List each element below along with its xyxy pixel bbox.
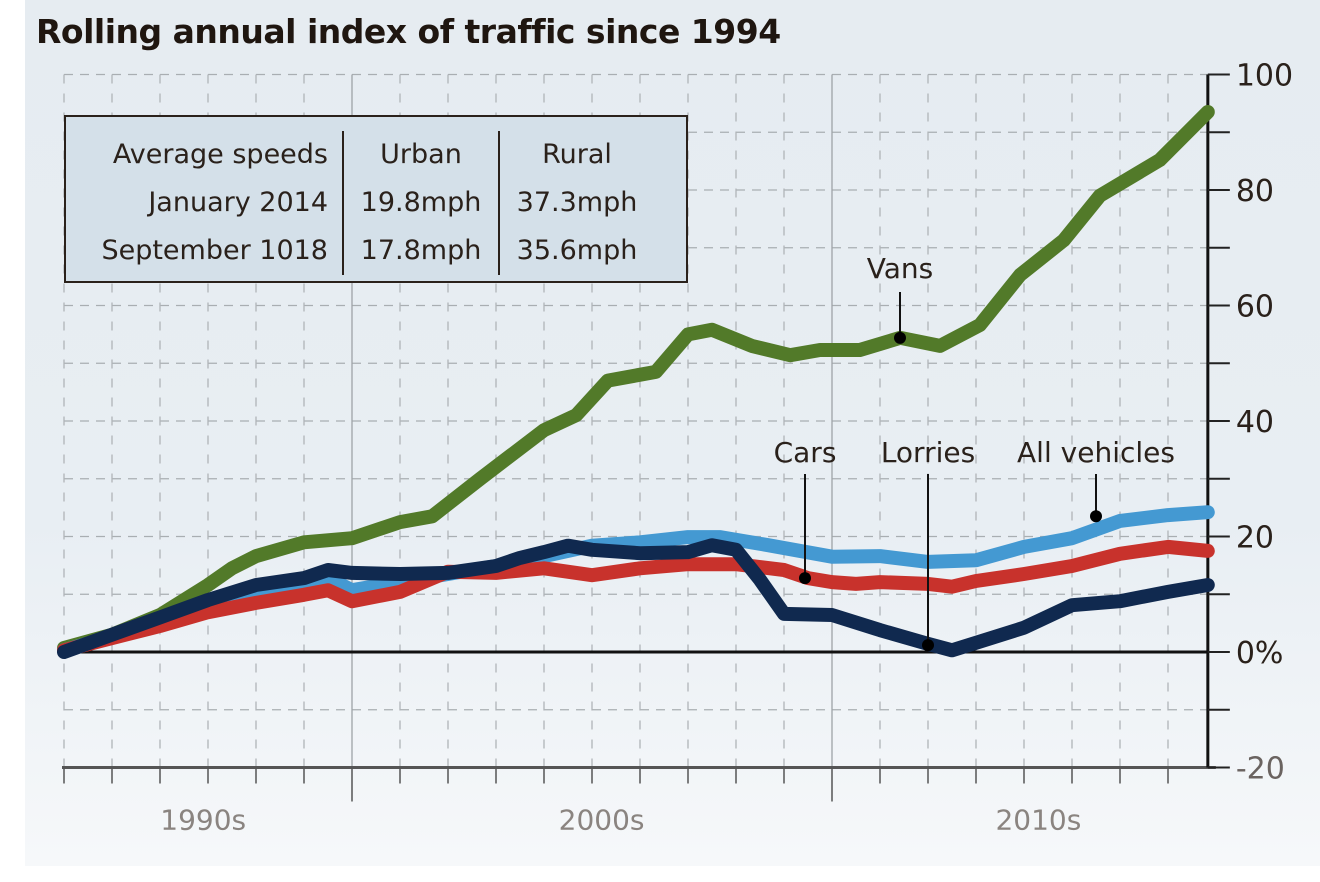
- urban-speed: 19.8mph: [343, 179, 500, 227]
- y-tick-label: 60: [1236, 290, 1274, 325]
- callout-dot: [799, 572, 811, 585]
- x-decade-label: 2000s: [559, 804, 645, 837]
- series-label-lorries: Lorries: [881, 436, 975, 469]
- series-label-vans: Vans: [867, 252, 933, 285]
- callout-dot: [1090, 510, 1102, 523]
- y-axis-labels: 100 80 60 40 20 0% -20: [1236, 59, 1293, 787]
- series-label-cars: Cars: [774, 436, 837, 469]
- header-rural: Rural: [542, 139, 612, 170]
- x-decade-label: 2010s: [995, 804, 1081, 837]
- y-tick-label: 80: [1236, 174, 1274, 209]
- table-row: January 2014 19.8mph 37.3mph: [80, 179, 650, 227]
- x-axis-labels: 1990s 2000s 2010s: [160, 804, 1081, 837]
- series-line-vans: [57, 105, 1215, 655]
- axes: [62, 73, 1230, 802]
- callout-dot: [922, 639, 934, 652]
- y-tick-label: 100: [1236, 59, 1293, 94]
- table-header-row: Average speeds Urban Rural: [80, 131, 650, 179]
- chart-title: Rolling annual index of traffic since 19…: [36, 12, 781, 51]
- rural-speed: 37.3mph: [516, 187, 638, 218]
- callout-dot: [894, 331, 906, 344]
- series-line-lorries: [57, 538, 1215, 659]
- y-tick-label: 40: [1236, 405, 1274, 440]
- row-label: January 2014: [80, 179, 344, 227]
- row-label: September 1018: [80, 227, 344, 275]
- y-tick-label: 20: [1236, 521, 1274, 556]
- average-speeds-table: Average speeds Urban Rural January 2014 …: [64, 115, 688, 283]
- annotations: Vans Cars Lorries All vehicles: [774, 252, 1175, 652]
- series-lines: [57, 105, 1215, 659]
- urban-speed: 17.8mph: [343, 227, 500, 275]
- header-urban: Urban: [343, 131, 500, 179]
- table-row: September 1018 17.8mph 35.6mph: [80, 227, 650, 275]
- series-line-cars: [57, 539, 1215, 658]
- series-label-all-vehicles: All vehicles: [1017, 436, 1175, 469]
- y-tick-label: 0%: [1236, 636, 1284, 671]
- header-average-speeds: Average speeds: [80, 131, 344, 179]
- y-tick-label: -20: [1236, 752, 1285, 787]
- x-decade-label: 1990s: [160, 804, 246, 837]
- rural-speed: 35.6mph: [516, 235, 638, 266]
